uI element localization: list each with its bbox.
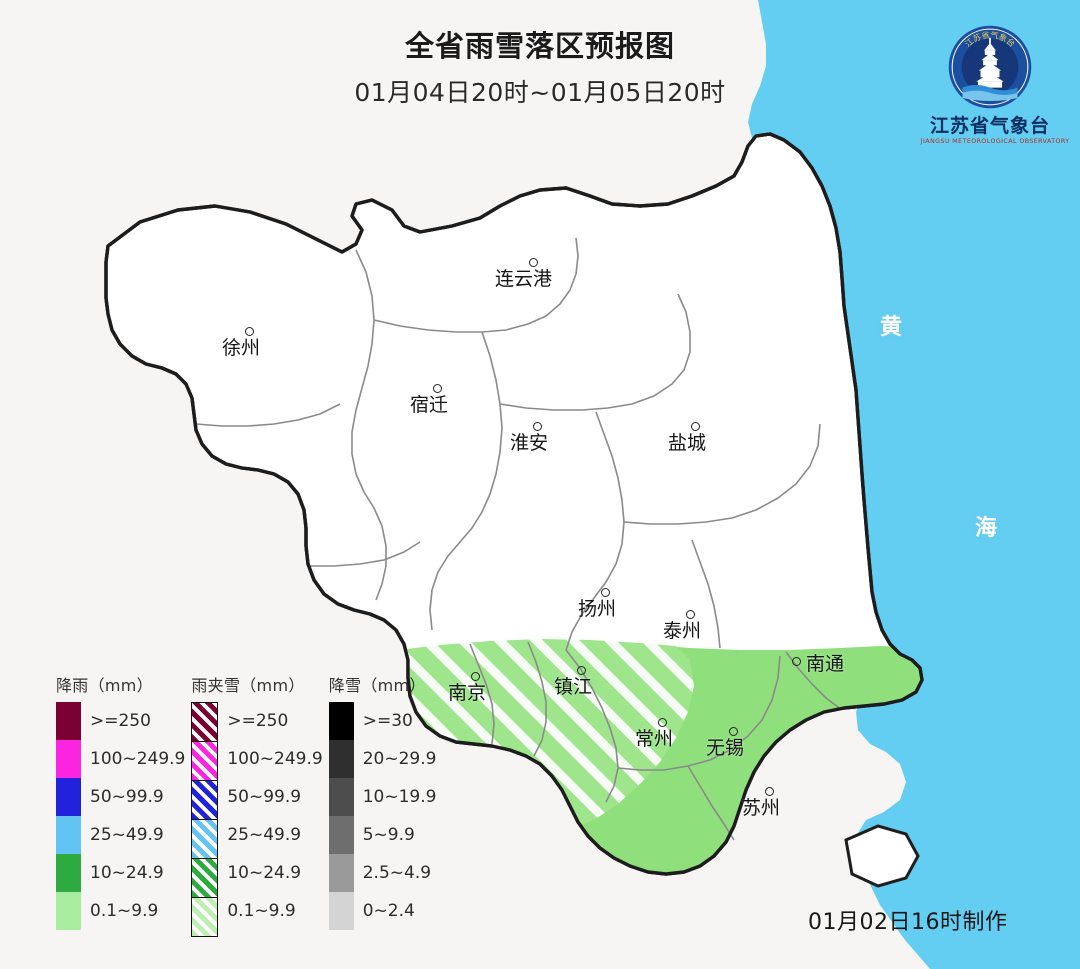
legend-label: 0.1~9.9 [90, 901, 159, 921]
legend-swatch [328, 740, 354, 778]
legend-swatch [328, 854, 354, 892]
organization-logo: 江苏省气象台 江苏省气象台 JIANGSU METEOROLOGICAL OBS… [921, 24, 1069, 145]
legend-swatch [328, 778, 354, 816]
legend-label: 0~2.4 [362, 901, 415, 921]
legend-label: 20~29.9 [362, 749, 437, 769]
legend-swatch [56, 778, 81, 816]
legend-column-sleet: 雨夹雪（mm） >=250 100~249.9 50~99.9 25~49.9 10~24… [191, 672, 323, 937]
production-timestamp: 01月02日16时制作 [808, 910, 1008, 935]
legend-label: >=250 [90, 711, 151, 731]
legend-swatch-column [191, 702, 219, 937]
legend-label: 10~19.9 [362, 787, 437, 807]
legend-label: 50~99.9 [90, 787, 164, 807]
legend-label: 10~24.9 [227, 863, 302, 883]
legend-swatch [56, 854, 81, 892]
precipitation-legend: 降雨（mm） >=250 100~249.9 50~99.9 25~49.9 10~24.… [56, 672, 436, 937]
legend-swatch [328, 702, 354, 740]
offshore-island-shape [844, 824, 920, 888]
legend-label: 50~99.9 [227, 787, 302, 807]
legend-swatch [56, 702, 81, 740]
legend-label: 5~9.9 [362, 825, 415, 845]
legend-title: 降雪（mm） [328, 676, 426, 695]
legend-swatch [56, 740, 81, 778]
legend-swatch [192, 859, 218, 898]
jiangsu-province-outline [104, 132, 924, 876]
legend-label: 0.1~9.9 [227, 901, 296, 921]
legend-swatch [328, 816, 354, 854]
legend-swatch-column [56, 702, 81, 930]
legend-swatch [192, 781, 218, 820]
legend-label: 2.5~4.9 [362, 863, 432, 883]
organization-name: 江苏省气象台 [929, 115, 1050, 137]
legend-swatch [56, 816, 81, 854]
legend-label: >=250 [227, 711, 289, 731]
legend-swatch [192, 703, 218, 742]
pagoda-emblem-icon: 江苏省气象台 [948, 25, 1032, 109]
legend-label: 25~49.9 [227, 825, 302, 845]
legend-title: 雨夹雪（mm） [191, 676, 305, 695]
legend-title: 降雨（mm） [56, 676, 153, 695]
legend-label: 100~249.9 [227, 749, 323, 769]
legend-swatch-column [328, 702, 354, 930]
legend-label: >=30 [362, 711, 413, 731]
legend-swatch [56, 892, 81, 930]
legend-label: 25~49.9 [90, 825, 164, 845]
legend-swatch [192, 742, 218, 781]
organization-name-english: JIANGSU METEOROLOGICAL OBSERVATORY [920, 138, 1070, 145]
legend-column-rain: 降雨（mm） >=250 100~249.9 50~99.9 25~49.9 10~24.… [56, 672, 185, 937]
prefecture-boundaries [195, 237, 843, 841]
legend-column-snow: 降雪（mm） >=30 20~29.9 10~19.9 5~9.9 2.5~4.9 0~2.… [328, 672, 437, 937]
legend-label: 10~24.9 [90, 863, 164, 883]
legend-label: 100~249.9 [90, 749, 186, 769]
legend-swatch [192, 898, 218, 936]
legend-swatch [328, 892, 354, 930]
legend-swatch [192, 820, 218, 859]
